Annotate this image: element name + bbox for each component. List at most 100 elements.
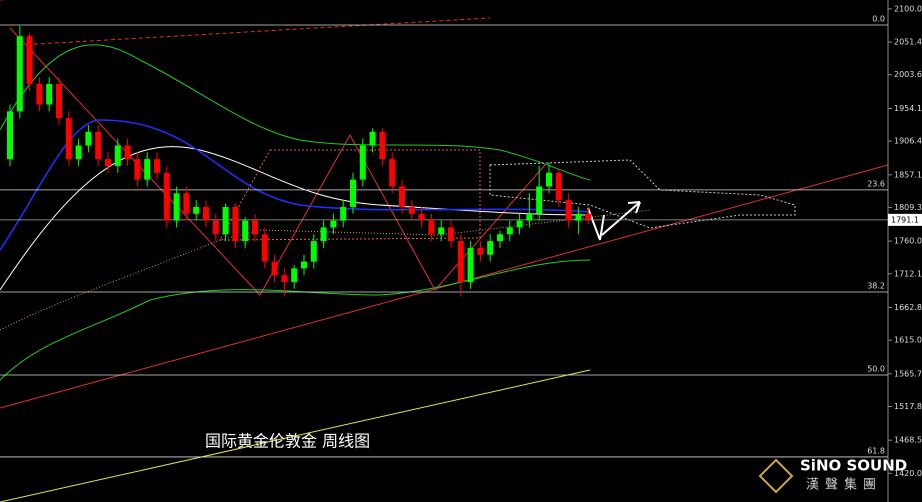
candle-body [379, 131, 386, 160]
y-tick-label: 1565.7 [894, 369, 922, 378]
candle-body [546, 172, 552, 187]
candle-body [212, 220, 219, 235]
fib-label: 23.6 [867, 179, 885, 188]
chart-title: 国际黄金伦敦金 周线图 [205, 432, 370, 451]
y-tick-label: 1662.8 [894, 303, 922, 312]
candle-body [144, 159, 151, 180]
candle-body [497, 234, 503, 242]
candle-body [173, 193, 180, 221]
candle-body [477, 247, 484, 255]
candle-body [350, 179, 356, 207]
brand-logo [758, 458, 794, 494]
candle-body [222, 206, 229, 235]
candle-body [448, 227, 454, 242]
candle-body [310, 241, 317, 262]
candle-body [575, 213, 582, 221]
candle-body [271, 261, 278, 276]
fib-label: 0.0 [872, 14, 885, 23]
candle-body [585, 213, 592, 220]
ichimoku-span [0, 209, 651, 331]
candle-body [7, 111, 13, 160]
y-tick-label: 1760.0 [894, 237, 922, 246]
candle-body [163, 172, 170, 221]
bollinger-upper [0, 44, 591, 181]
candle-body [526, 213, 533, 221]
candle-body [36, 84, 43, 105]
candle-body [75, 145, 82, 160]
candle-body [114, 145, 121, 166]
indicators [0, 0, 889, 502]
y-tick-label: 2100.0 [894, 4, 922, 13]
candle-body [369, 131, 376, 146]
candle-body [281, 275, 288, 283]
candle-body [418, 213, 425, 221]
fib-label: 38.2 [867, 281, 885, 290]
candle-body [536, 186, 543, 214]
long-trendline [0, 369, 591, 502]
y-tick-label: 1420.0 [894, 469, 922, 478]
candle-body [65, 118, 72, 160]
candle-body [359, 145, 366, 180]
candle-body [203, 206, 209, 221]
y-tick-label: 1517.8 [894, 402, 922, 411]
upper-channel [19, 17, 491, 46]
candle-body [340, 206, 347, 221]
candle-body [16, 36, 23, 112]
candle-body [438, 227, 445, 235]
fib-label: 61.8 [867, 446, 885, 455]
candle-body [301, 261, 307, 269]
y-tick-label: 1906.4 [894, 137, 922, 146]
candle-body [85, 131, 92, 146]
candle-body [555, 172, 562, 201]
last-price-label: 1791.1 [891, 215, 919, 224]
candle-body [232, 206, 239, 242]
candle-body [26, 36, 33, 85]
candle-body [46, 84, 53, 105]
last-price-box [888, 213, 922, 226]
y-tick-label: 1857.1 [894, 170, 922, 179]
ichimoku-cloud [489, 159, 796, 229]
candle-body [291, 268, 298, 283]
brand-subtitle: 漢聲集團 [806, 477, 882, 493]
brand-name: SiNO SOUND [800, 457, 907, 475]
candle-body [183, 193, 190, 214]
candle-body [457, 241, 464, 283]
candle-body [408, 206, 415, 214]
brand: SiNO SOUND 漢聲集團 [758, 457, 907, 494]
y-tick-label: 1954.1 [894, 104, 922, 113]
zigzag [9, 27, 546, 296]
candle-body [565, 200, 572, 221]
candle-body [506, 227, 513, 235]
candle-body [154, 159, 160, 173]
candle-body [193, 206, 200, 214]
support-trendline [0, 164, 889, 409]
candle-body [389, 159, 396, 187]
candle-body [428, 220, 435, 235]
candle-body [330, 220, 337, 228]
candle-body [252, 220, 258, 235]
candle-body [467, 247, 474, 283]
candle-body [261, 234, 268, 262]
candle-body [399, 186, 405, 207]
ma-blue [0, 119, 591, 251]
y-tick-label: 2051.4 [894, 38, 922, 47]
y-tick-label: 1468.5 [894, 436, 922, 445]
y-tick-label: 2003.6 [894, 70, 922, 79]
candle-body [105, 159, 111, 166]
y-tick-label: 1809.3 [894, 203, 922, 212]
candle-body [124, 145, 131, 160]
bollinger-lower [0, 259, 591, 381]
candle-body [95, 131, 102, 160]
y-tick-label: 1615.0 [894, 336, 922, 345]
y-tick-label: 1712.1 [894, 269, 922, 278]
candle-body [242, 220, 249, 242]
candle-body [516, 220, 523, 228]
projection-arrows [587, 201, 641, 241]
candle-body [56, 84, 62, 119]
candle-body [320, 227, 327, 242]
candle-body [487, 241, 494, 255]
candle-body [134, 159, 141, 180]
fib-label: 50.0 [867, 364, 885, 373]
ma-white [0, 146, 591, 291]
